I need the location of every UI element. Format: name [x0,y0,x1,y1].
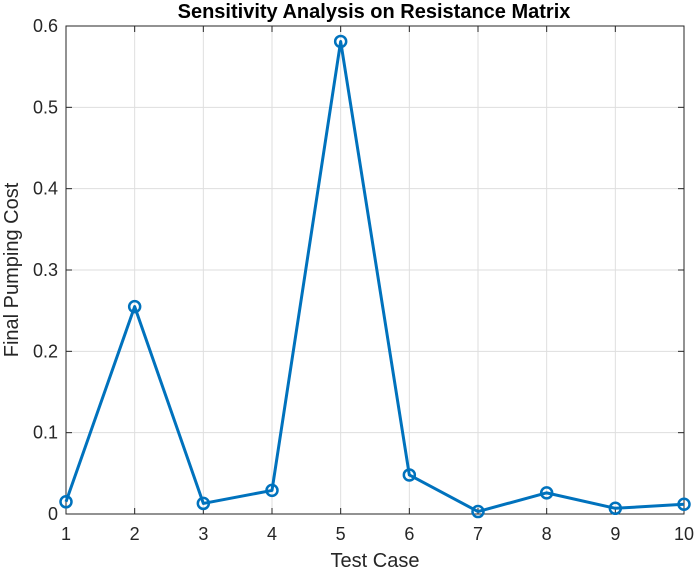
data-point [471,504,485,519]
data-point [402,468,417,482]
y-tick-label: 0.2 [33,341,58,361]
data-point [333,34,348,49]
data-point [265,483,279,498]
x-tick-label: 7 [473,524,483,544]
x-tick-label: 10 [674,524,694,544]
x-tick-labels: 1 2 3 4 5 6 7 8 9 10 [61,524,694,544]
axes [65,25,685,515]
data-point [127,299,142,314]
x-tick-label: 1 [61,524,71,544]
y-tick-label: 0.3 [33,260,58,280]
y-tick-label: 0.1 [33,423,58,443]
y-tick-labels: 0 0.1 0.2 0.3 0.4 0.5 0.6 [33,16,58,524]
x-tick-label: 6 [404,524,414,544]
x-tick-label: 2 [130,524,140,544]
y-tick-label: 0.5 [33,97,58,117]
x-tick-label: 8 [542,524,552,544]
data-point [608,501,623,516]
data-point [196,496,211,511]
x-tick-label: 4 [267,524,277,544]
y-tick-label: 0.4 [33,179,58,199]
y-tick-label: 0 [48,504,58,524]
x-tick-label: 5 [336,524,346,544]
data-point [59,495,73,509]
x-tick-label: 9 [610,524,620,544]
data-point [539,486,554,500]
data-point [677,497,691,511]
series-line [64,39,685,514]
y-tick-label: 0.6 [33,16,58,36]
data-series [59,34,691,519]
y-axis-label: Final Pumping Cost [1,182,23,357]
x-tick-label: 3 [198,524,208,544]
chart-title: Sensitivity Analysis on Resistance Matri… [178,1,571,23]
grid [65,25,685,515]
x-axis-label: Test Case [331,550,420,570]
